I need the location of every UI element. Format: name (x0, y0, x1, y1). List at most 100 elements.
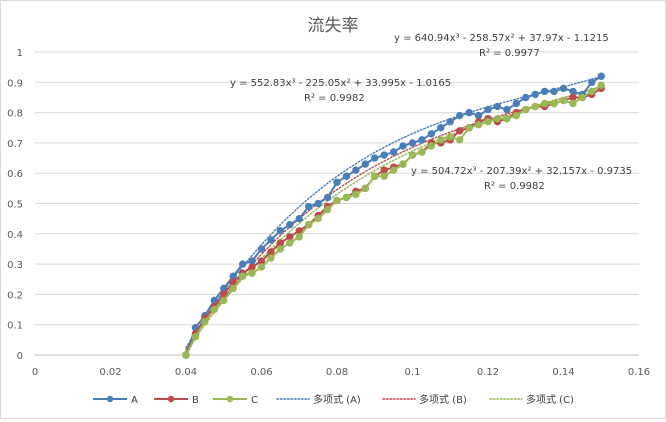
data-point-a (408, 139, 417, 147)
x-tick-label: 0 (32, 367, 38, 378)
data-point-c (559, 96, 568, 105)
data-point-c (408, 151, 417, 159)
data-point-c (503, 114, 511, 123)
data-point-c (437, 136, 445, 144)
data-point-a (399, 142, 407, 150)
data-point-b (380, 166, 388, 174)
data-point-c (418, 148, 426, 156)
y-tick-label: 0.6 (7, 169, 23, 180)
data-point-a (540, 87, 549, 96)
data-point-a (323, 193, 332, 202)
data-point-c (569, 99, 577, 108)
data-point-b (455, 127, 464, 135)
data-point-c (540, 99, 549, 108)
y-tick-label: 0 (17, 351, 23, 362)
y-tick-label: 0.3 (7, 260, 23, 271)
legend-swatch-marker (106, 395, 114, 403)
data-point-a (352, 166, 360, 174)
legend-item-trend-a: 多项式 (A) (276, 393, 361, 406)
data-point-a (361, 160, 370, 168)
data-point-c (257, 263, 266, 271)
legend-item-trend-c: 多项式 (C) (489, 393, 574, 406)
data-point-b (569, 93, 577, 102)
trendlines (185, 75, 602, 352)
data-point-c (295, 233, 303, 241)
data-point-c (371, 172, 379, 180)
data-point-a (389, 148, 398, 156)
data-point-a (522, 93, 530, 102)
data-point-c (276, 245, 285, 253)
data-point-c (550, 99, 558, 108)
legend: A B C 多项式 (A) 多项式 (B) 多项式 (C) (93, 393, 574, 406)
data-point-a (229, 272, 237, 280)
data-point-a (512, 99, 521, 108)
axes: 0 0.1 0.2 0.3 0.4 0.5 0.6 0.7 0.8 0.9 1 0 0.02 0.04 0.… (7, 48, 650, 378)
series-line-a (185, 75, 602, 356)
data-point-a (446, 117, 454, 126)
data-point-c (220, 296, 228, 305)
data-point-a (569, 87, 577, 96)
y-tick-label: 0.7 (7, 139, 23, 150)
legend-label: 多项式 (C) (526, 393, 574, 406)
y-tick-label: 0.2 (7, 290, 23, 301)
data-point-a (380, 151, 388, 159)
chart-title: 流失率 (308, 16, 359, 36)
data-point-c (455, 136, 464, 144)
trendline-r2-a: R² = 0.9977 (479, 48, 540, 59)
legend-label: B (192, 395, 199, 406)
data-point-a (493, 102, 502, 111)
data-point-c (484, 117, 492, 126)
data-point-c (314, 214, 322, 223)
data-point-a (418, 136, 426, 144)
y-tick-label: 0.9 (7, 78, 23, 89)
legend-swatch-marker (226, 395, 234, 403)
data-point-c (286, 239, 294, 247)
x-tick-label: 0.1 (405, 367, 421, 378)
y-tick-label: 0.8 (7, 109, 23, 120)
data-point-c (238, 272, 247, 280)
data-point-c (304, 221, 313, 229)
trendline-c (185, 85, 602, 352)
data-point-c (210, 305, 219, 314)
data-point-c (352, 190, 360, 199)
data-point-c (342, 193, 351, 202)
legend-item-series-a: A (93, 395, 138, 406)
series-line-c (185, 84, 602, 356)
data-point-b (248, 263, 256, 271)
data-point-b (257, 257, 266, 265)
data-point-a (465, 108, 473, 117)
data-point-a (295, 214, 303, 223)
data-point-a (304, 202, 313, 211)
legend-label: A (131, 395, 138, 406)
x-tick-label: 0.14 (552, 367, 574, 378)
data-point-c (588, 87, 596, 96)
trendline-b (185, 86, 602, 351)
data-point-c (229, 284, 237, 293)
trendline-a (185, 75, 602, 349)
data-point-a (531, 90, 539, 99)
data-point-c (323, 205, 332, 214)
y-tick-label: 0.5 (7, 200, 23, 211)
trendline-equation-c: y = 504.72x³ - 207.39x² + 32.157x - 0.97… (411, 166, 632, 177)
data-point-a (588, 78, 596, 87)
data-point-c (474, 121, 483, 129)
data-point-a (503, 105, 511, 114)
data-point-a (484, 105, 492, 114)
data-point-a (276, 227, 285, 235)
data-point-b (267, 248, 275, 256)
trendline-equation-a: y = 640.94x³ - 258.57x² + 37.97x - 1.121… (394, 33, 609, 44)
data-point-c (512, 111, 521, 120)
data-point-a (437, 124, 445, 132)
x-tick-label: 0.16 (628, 367, 650, 378)
x-tick-label: 0.04 (175, 367, 197, 378)
data-point-b (286, 233, 294, 241)
data-point-a (333, 178, 341, 186)
x-tick-label: 0.02 (99, 367, 121, 378)
data-point-c (578, 93, 587, 102)
data-point-c (399, 160, 407, 168)
legend-item-trend-b: 多项式 (B) (382, 393, 467, 406)
data-point-a (257, 245, 266, 253)
y-tick-label: 0.1 (7, 321, 23, 332)
